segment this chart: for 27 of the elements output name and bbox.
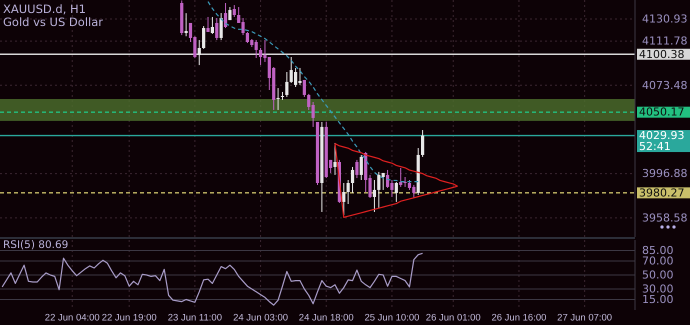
y-tick-label: 70.00: [642, 254, 674, 268]
ref-line-label: 4050.17: [639, 106, 684, 119]
x-tick-label: 22 Jun 04:00: [44, 312, 100, 324]
y-tick-label: 4111.78: [642, 34, 688, 48]
chart-title: RSI(5) 80.69: [3, 239, 68, 251]
ref-line-label: 4029.93: [639, 129, 684, 142]
chart-title: XAUUSD.d, H1: [3, 2, 86, 16]
y-tick-label: 15.00: [642, 293, 674, 306]
x-tick-label: 24 Jun 18:00: [298, 312, 354, 324]
y-tick-label: 3996.88: [642, 167, 688, 180]
x-tick-label: 26 Jun 01:00: [426, 312, 481, 324]
y-tick-label: 3958.58: [642, 211, 688, 224]
x-tick-label: 26 Jun 16:00: [491, 312, 546, 324]
x-tick-label: 23 Jun 11:00: [168, 312, 222, 324]
text: Gold vs US Dollar: [3, 15, 104, 29]
x-tick-label: 27 Jun 07:00: [557, 312, 612, 324]
ref-line-label: 4100.38: [639, 48, 684, 61]
y-tick-label: 4130.93: [642, 12, 688, 26]
y-tick-label: 85.00: [642, 244, 674, 257]
x-tick-label: 24 Jun 03:00: [233, 312, 288, 324]
y-tick-label: 4073.48: [642, 78, 688, 92]
y-tick-label: 50.00: [642, 268, 674, 282]
x-tick-label: 25 Jun 10:00: [364, 312, 420, 324]
ref-line-label: 3980.27: [639, 186, 684, 200]
y-tick-label: 30.00: [642, 282, 674, 296]
x-tick-label: 22 Jun 19:00: [102, 312, 157, 324]
text: 52:41: [639, 140, 671, 154]
